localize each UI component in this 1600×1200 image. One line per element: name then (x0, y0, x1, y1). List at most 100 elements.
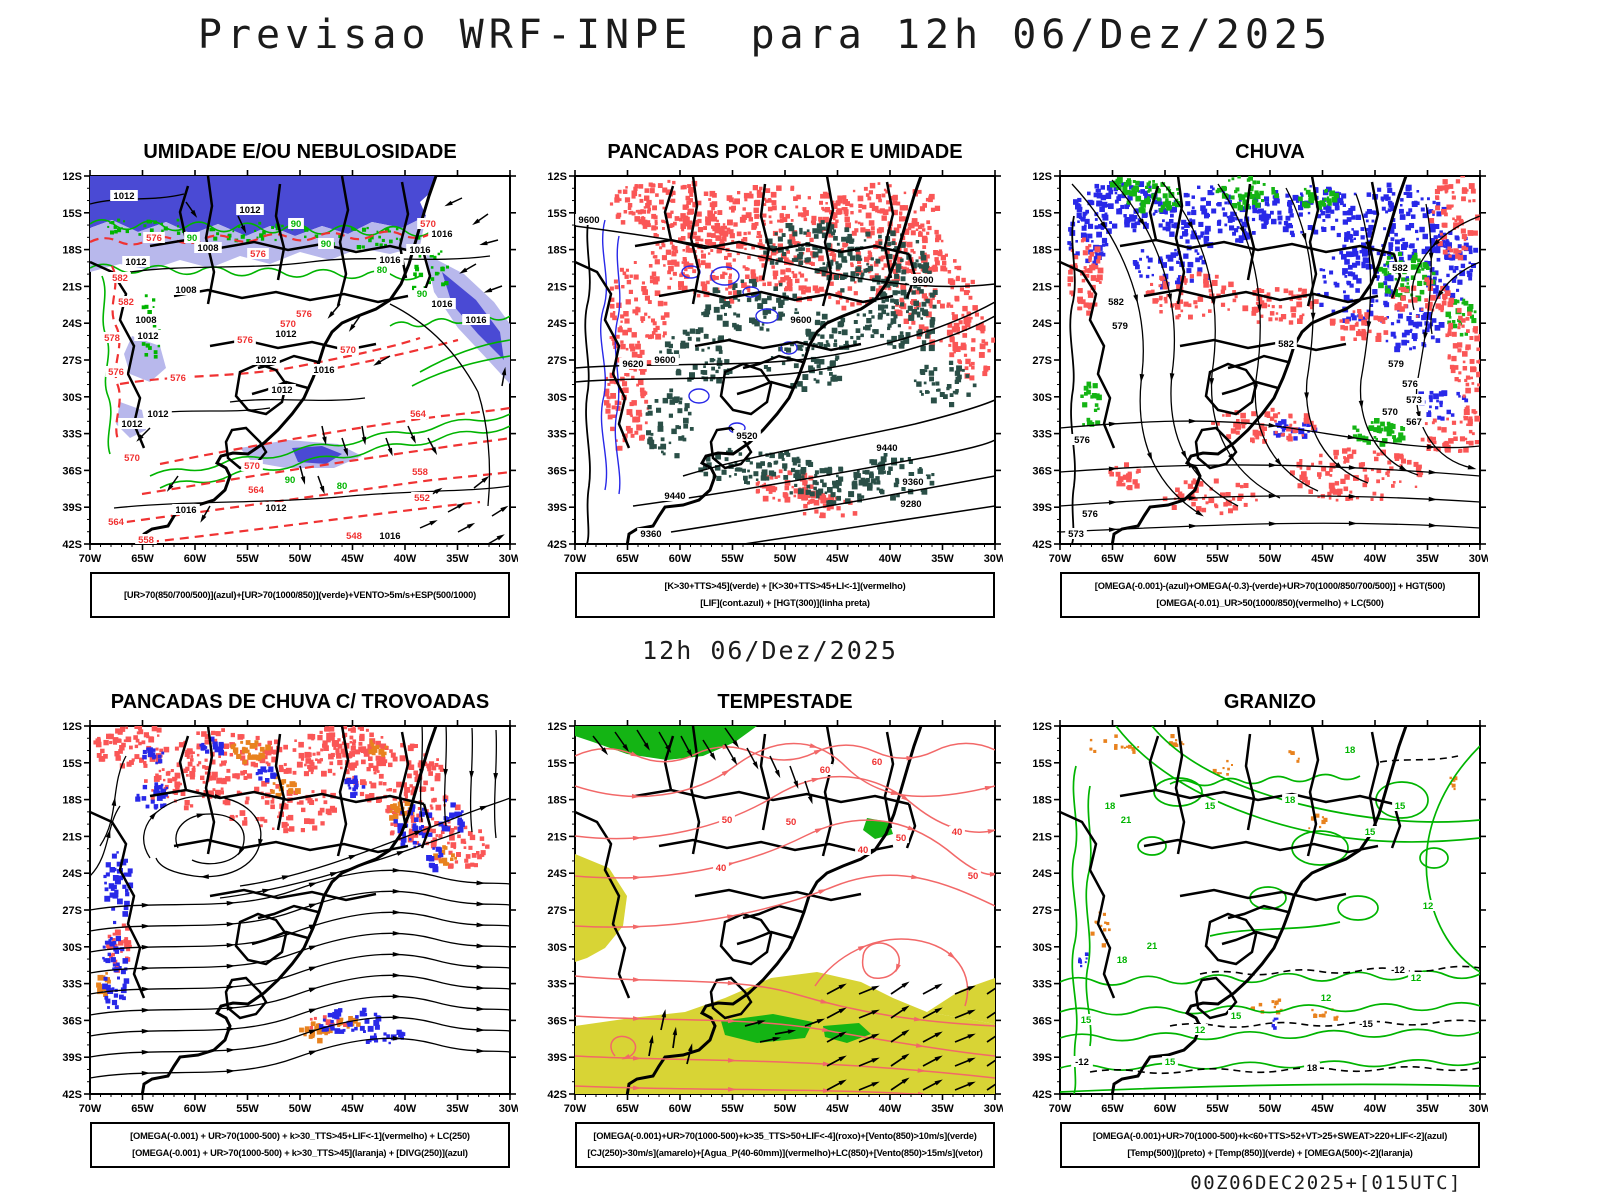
svg-text:27S: 27S (62, 905, 82, 917)
svg-text:90: 90 (285, 475, 296, 486)
svg-text:36S: 36S (1032, 465, 1052, 477)
legend-granizo: [OMEGA(-0.001)+UR>70(1000-500)+k<60+TTS>… (1060, 1122, 1480, 1168)
svg-text:570: 570 (124, 453, 140, 464)
svg-text:9600: 9600 (912, 275, 933, 286)
svg-text:582: 582 (112, 273, 128, 284)
svg-text:90: 90 (417, 289, 428, 300)
map-chuva: 70W 65W 60W 55W 50W 45W 40W 35W 30W 12S 15S 18S 21S 2… (1032, 170, 1488, 565)
svg-text:24S: 24S (1032, 318, 1052, 330)
panel-title-tempestade: TEMPESTADE (717, 691, 853, 713)
svg-text:9600: 9600 (654, 355, 675, 366)
panel-title-trovoadas: PANCADAS DE CHUVA C/ TROVOADAS (110, 691, 490, 713)
svg-text:65W: 65W (1101, 553, 1124, 565)
svg-text:33S: 33S (547, 429, 567, 441)
svg-text:50W: 50W (774, 553, 797, 565)
legend-line: [OMEGA(-0.001)+UR>70(1000-500)+k<60+TTS>… (1092, 1131, 1448, 1142)
svg-text:27S: 27S (62, 355, 82, 367)
svg-text:1016: 1016 (431, 299, 452, 310)
svg-text:45W: 45W (341, 1103, 364, 1115)
svg-text:27S: 27S (547, 355, 567, 367)
svg-text:55W: 55W (236, 1103, 259, 1115)
legend-line: [OMEGA(-0.001)+UR>70(1000-500)+k>35_TTS>… (593, 1131, 977, 1142)
svg-text:40W: 40W (879, 553, 902, 565)
svg-text:70W: 70W (564, 553, 587, 565)
map-granizo: 70W 65W 60W 55W 50W 45W 40W 35W 30W12S15S18S21S2… (1032, 720, 1488, 1115)
svg-text:35W: 35W (1416, 553, 1439, 565)
page-title: Previsao WRF-INPE para 12h 06/Dez/2025 (197, 12, 1333, 58)
svg-text:1016: 1016 (313, 365, 334, 376)
legend-umidade: [UR>70(850/700/500)](azul)+[UR>70(1000/8… (90, 572, 510, 618)
svg-text:90: 90 (291, 219, 302, 230)
svg-text:40W: 40W (394, 553, 417, 565)
svg-text:15S: 15S (62, 758, 82, 770)
svg-text:50W: 50W (289, 1103, 312, 1115)
svg-text:1016: 1016 (379, 531, 400, 542)
axis-trovoadas: 70W 65W 60W 55W 50W 45W 40W 35W 30W 12S 15S 18S 21S 2… (62, 720, 518, 1115)
svg-text:30W: 30W (499, 553, 518, 565)
svg-text:90: 90 (187, 233, 198, 244)
svg-text:582: 582 (1278, 339, 1294, 350)
run-stamp: 00Z06DEC2025+[015UTC] (1190, 1172, 1462, 1194)
svg-text:570: 570 (280, 319, 296, 330)
svg-text:80: 80 (337, 481, 348, 492)
svg-text:40W: 40W (394, 1103, 417, 1115)
svg-text:552: 552 (414, 493, 430, 504)
svg-text:582: 582 (1392, 263, 1408, 274)
svg-text:1012: 1012 (255, 355, 276, 366)
svg-text:1012: 1012 (275, 329, 296, 340)
svg-text:36S: 36S (547, 465, 567, 477)
svg-text:1008: 1008 (135, 315, 156, 326)
axis-umidade: 70W 65W 60W 55W 50W 45W 40W 35W 30W 12S 15S 18S 21S 2… (62, 170, 518, 565)
svg-text:35W: 35W (446, 553, 469, 565)
svg-text:576: 576 (1402, 379, 1418, 390)
contour-labels-umidade: 1012101210161012100810081016101610081012… (101, 190, 490, 546)
svg-text:24S: 24S (547, 318, 567, 330)
svg-text:9620: 9620 (622, 359, 643, 370)
svg-text:35W: 35W (931, 553, 954, 565)
legend-line: [CJ(250)>30m/s](amarelo)+[Agua_P(40-60mm… (587, 1148, 983, 1158)
svg-text:60W: 60W (669, 553, 692, 565)
map-content-pancadas_calor: 9600 9600 9600 9620 9600 9520 9440 9440 9360 9280… (575, 176, 995, 544)
map-umidade: 70W 65W 60W 55W 50W 45W 40W 35W 30W 12S 15S 18S 21S 2… (62, 170, 518, 565)
svg-text:1016: 1016 (465, 315, 486, 326)
svg-text:65W: 65W (131, 553, 154, 565)
svg-text:582: 582 (118, 297, 134, 308)
axis-chuva: 70W 65W 60W 55W 50W 45W 40W 35W 30W 12S 15S 18S 21S 2… (1032, 170, 1488, 565)
svg-text:30W: 30W (499, 1103, 518, 1115)
svg-text:1008: 1008 (197, 243, 218, 254)
svg-text:90: 90 (321, 239, 332, 250)
panel-title-umidade: UMIDADE E/OU NEBULOSIDADE (143, 141, 457, 163)
axis-tempestade: 70W 65W 60W 55W 50W 45W 40W 35W 30W12S15S18S21S2… (547, 720, 1003, 1115)
svg-text:35W: 35W (446, 1103, 469, 1115)
svg-text:40W: 40W (1364, 553, 1387, 565)
svg-text:9280: 9280 (900, 499, 921, 510)
svg-text:579: 579 (1112, 321, 1128, 332)
svg-text:30S: 30S (62, 392, 82, 404)
svg-text:576: 576 (1074, 435, 1090, 446)
map-content-chuva: 582 582 579 576 573 570 567 576 576 573 582 579 (1060, 176, 1480, 544)
legend-pancadas_calor: [K>30+TTS>45](verde) + [K>30+TTS>45+LI<-… (575, 572, 995, 618)
svg-text:30S: 30S (1032, 392, 1052, 404)
svg-text:42S: 42S (1032, 539, 1052, 551)
svg-text:33S: 33S (62, 979, 82, 991)
svg-text:12S: 12S (1032, 171, 1052, 183)
svg-text:12S: 12S (62, 171, 82, 183)
svg-text:576: 576 (170, 373, 186, 384)
svg-text:15S: 15S (547, 208, 567, 220)
svg-text:1012: 1012 (137, 331, 158, 342)
svg-text:558: 558 (138, 535, 154, 546)
axis-granizo: 70W 65W 60W 55W 50W 45W 40W 35W 30W12S15S18S21S2… (1032, 720, 1488, 1115)
svg-text:9440: 9440 (876, 443, 897, 454)
svg-text:33S: 33S (62, 429, 82, 441)
svg-text:573: 573 (1406, 395, 1422, 406)
map-tempestade: 70W 65W 60W 55W 50W 45W 40W 35W 30W12S15S18S21S2… (547, 720, 1003, 1115)
svg-text:36S: 36S (62, 1015, 82, 1027)
svg-text:1012: 1012 (147, 409, 168, 420)
svg-text:80: 80 (377, 265, 388, 276)
legend-line: [Temp(500)](preto) + [Temp(850)](verde) … (1127, 1148, 1413, 1158)
panel-title-pancadas_calor: PANCADAS POR CALOR E UMIDADE (607, 141, 963, 163)
svg-text:558: 558 (412, 467, 428, 478)
map-content-umidade: 1012101210161012100810081016101610081012… (90, 176, 510, 546)
